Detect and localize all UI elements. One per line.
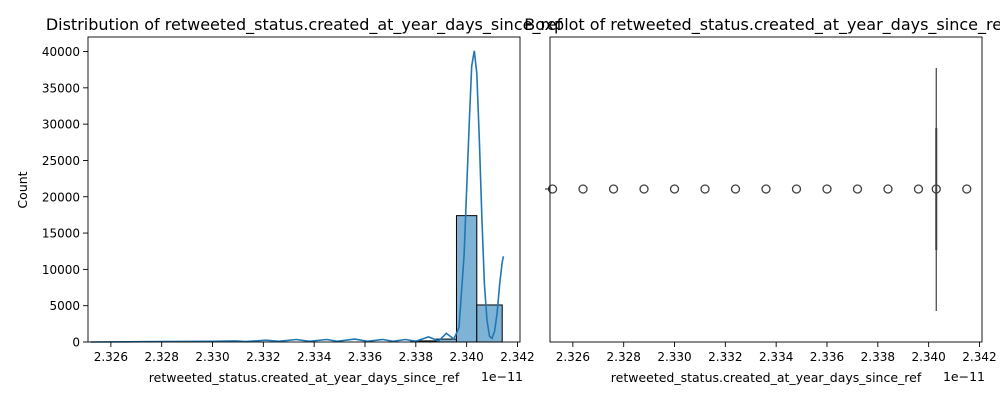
y-tick-label: 20000: [42, 190, 80, 204]
boxplot-outlier-point: [761, 184, 771, 194]
boxplot-x-ticks: 2.326 2.328 2.330 2.332 2.334 2.336 2.338 2.340…: [556, 342, 997, 364]
boxplot-outlier-point: [962, 184, 972, 194]
x-tick-label: 2.332: [246, 350, 280, 364]
x-tick-label: 2.326: [556, 350, 590, 364]
x-tick-label: 2.336: [810, 350, 844, 364]
boxplot-outlier-point: [700, 184, 710, 194]
x-tick-label: 2.340: [449, 350, 483, 364]
histogram-y-axis-label: Count: [15, 171, 30, 208]
histogram-axes-frame: [87, 36, 521, 343]
boxplot-outlier-point: [608, 184, 619, 194]
kde-curve: [90, 50, 505, 343]
x-tick-label: 2.328: [607, 350, 641, 364]
boxplot-outlier-point: [578, 184, 588, 194]
boxplot-axes-frame: [549, 36, 983, 343]
x-tick-label: 2.330: [657, 350, 691, 364]
x-tick-label: 2.342: [500, 350, 534, 364]
y-tick-label: 30000: [42, 118, 80, 132]
boxplot-outliers: [547, 184, 972, 194]
y-tick-label: 15000: [42, 227, 80, 241]
boxplot-dense-outlier-point: [931, 184, 941, 194]
boxplot-outlier-point: [730, 184, 741, 194]
histogram-x-offset-text: 1e−11: [481, 369, 523, 384]
x-tick-label: 2.338: [861, 350, 895, 364]
x-tick-label: 2.338: [399, 350, 433, 364]
x-tick-label: 2.328: [145, 350, 179, 364]
x-tick-label: 2.342: [962, 350, 996, 364]
histogram-panel: Distribution of retweeted_status.created…: [15, 15, 563, 385]
histogram-title: Distribution of retweeted_status.created…: [46, 15, 563, 35]
y-tick-label: 5000: [49, 299, 80, 313]
boxplot-x-axis-label: retweeted_status.created_at_year_days_si…: [611, 370, 922, 385]
boxplot-title: Boxplot of retweeted_status.created_at_y…: [524, 15, 1000, 35]
x-tick-label: 2.332: [708, 350, 742, 364]
boxplot-outlier-point: [883, 184, 893, 194]
y-tick-label: 25000: [42, 154, 80, 168]
y-tick-label: 40000: [42, 45, 80, 59]
boxplot-outlier-point: [639, 184, 649, 194]
histogram-x-axis-label: retweeted_status.created_at_year_days_si…: [149, 370, 460, 385]
histogram-x-ticks: 2.326 2.328 2.330 2.332 2.334 2.336 2.338 2.340…: [94, 342, 535, 364]
histogram-y-ticks: 0 5000 10000 15000 20000 25000 30000 35000 40000: [42, 45, 88, 350]
boxplot-outlier-point: [913, 184, 924, 194]
y-tick-label: 35000: [42, 81, 80, 95]
boxplot-panel: 2.326 2.328 2.330 2.332 2.334 2.336 2.338 2.340…: [524, 15, 1000, 385]
x-tick-label: 2.336: [348, 350, 382, 364]
y-tick-label: 0: [72, 336, 80, 350]
x-tick-label: 2.326: [94, 350, 128, 364]
boxplot-outlier-point: [669, 184, 680, 194]
boxplot-outlier-point: [852, 184, 863, 194]
x-tick-label: 2.334: [759, 350, 793, 364]
boxplot-x-offset-text: 1e−11: [943, 369, 985, 384]
y-tick-label: 10000: [42, 263, 80, 277]
boxplot-outlier-point: [791, 184, 802, 194]
x-tick-label: 2.340: [911, 350, 945, 364]
x-tick-label: 2.330: [195, 350, 229, 364]
boxplot-outlier-point: [822, 184, 832, 194]
x-tick-label: 2.334: [297, 350, 331, 364]
